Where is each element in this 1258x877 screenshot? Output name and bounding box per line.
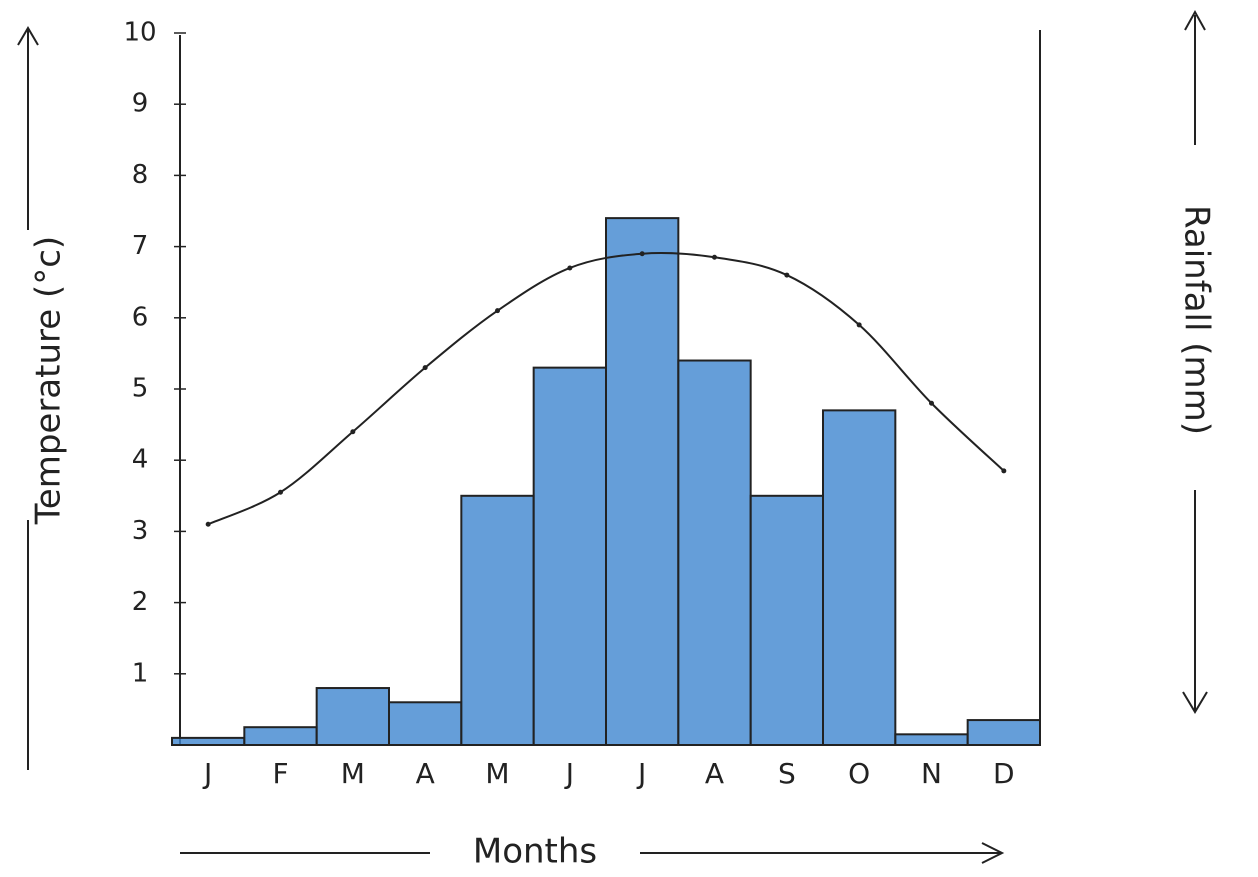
arrow-head xyxy=(981,842,1005,864)
x-tick-label: M xyxy=(485,757,509,790)
y-tick-label: 2 xyxy=(132,587,149,617)
bar xyxy=(171,736,246,747)
point xyxy=(856,322,862,328)
y-tick-label: 4 xyxy=(132,445,149,475)
arrow-head xyxy=(1182,691,1208,714)
line xyxy=(207,252,1005,526)
x-tick-label: F xyxy=(272,757,288,790)
x-tick-label: M xyxy=(341,757,365,790)
point xyxy=(205,521,211,527)
point xyxy=(278,489,283,495)
x-tick-label: J xyxy=(202,757,212,790)
bar xyxy=(388,701,463,747)
point xyxy=(784,272,790,278)
bar xyxy=(677,359,752,746)
x-tick-label: J xyxy=(564,757,574,790)
x-tick-label: N xyxy=(921,757,942,790)
y-tick-label: 1 xyxy=(132,658,149,688)
point xyxy=(567,265,573,271)
y-tick-label: 10 xyxy=(123,18,156,48)
y-tick-label: 6 xyxy=(132,302,149,332)
y-tick-label: 7 xyxy=(132,231,149,261)
bar xyxy=(605,217,680,746)
x-tick-label: A xyxy=(705,757,724,790)
y2-axis-title: Rainfall (mm) xyxy=(1177,205,1217,435)
y-axis-title: Temperature (°c) xyxy=(29,236,69,525)
x-axis-title: Months xyxy=(473,832,597,872)
bar xyxy=(532,366,608,746)
point xyxy=(350,429,356,435)
arrow-head xyxy=(17,26,39,46)
arrow-head xyxy=(1184,9,1206,31)
y-tick-label: 5 xyxy=(132,374,149,404)
point xyxy=(712,254,717,260)
bar xyxy=(315,687,390,746)
point xyxy=(929,400,934,406)
x-tick-label: S xyxy=(778,757,796,790)
x-tick-label: O xyxy=(848,757,870,790)
bar xyxy=(822,409,897,746)
point xyxy=(422,365,428,371)
bar xyxy=(243,726,318,747)
x-tick-label: A xyxy=(416,757,435,790)
y-tick-label: 3 xyxy=(132,516,149,546)
x-tick-label: D xyxy=(993,757,1015,790)
bar xyxy=(966,719,1042,747)
y-tick-label: 9 xyxy=(132,89,149,119)
bar xyxy=(460,494,535,746)
x-tick-label: J xyxy=(636,757,646,790)
bar xyxy=(894,733,969,747)
point xyxy=(1001,468,1007,474)
bar xyxy=(749,494,825,746)
point xyxy=(639,251,645,257)
y-tick-label: 8 xyxy=(132,160,149,190)
point xyxy=(495,308,500,314)
